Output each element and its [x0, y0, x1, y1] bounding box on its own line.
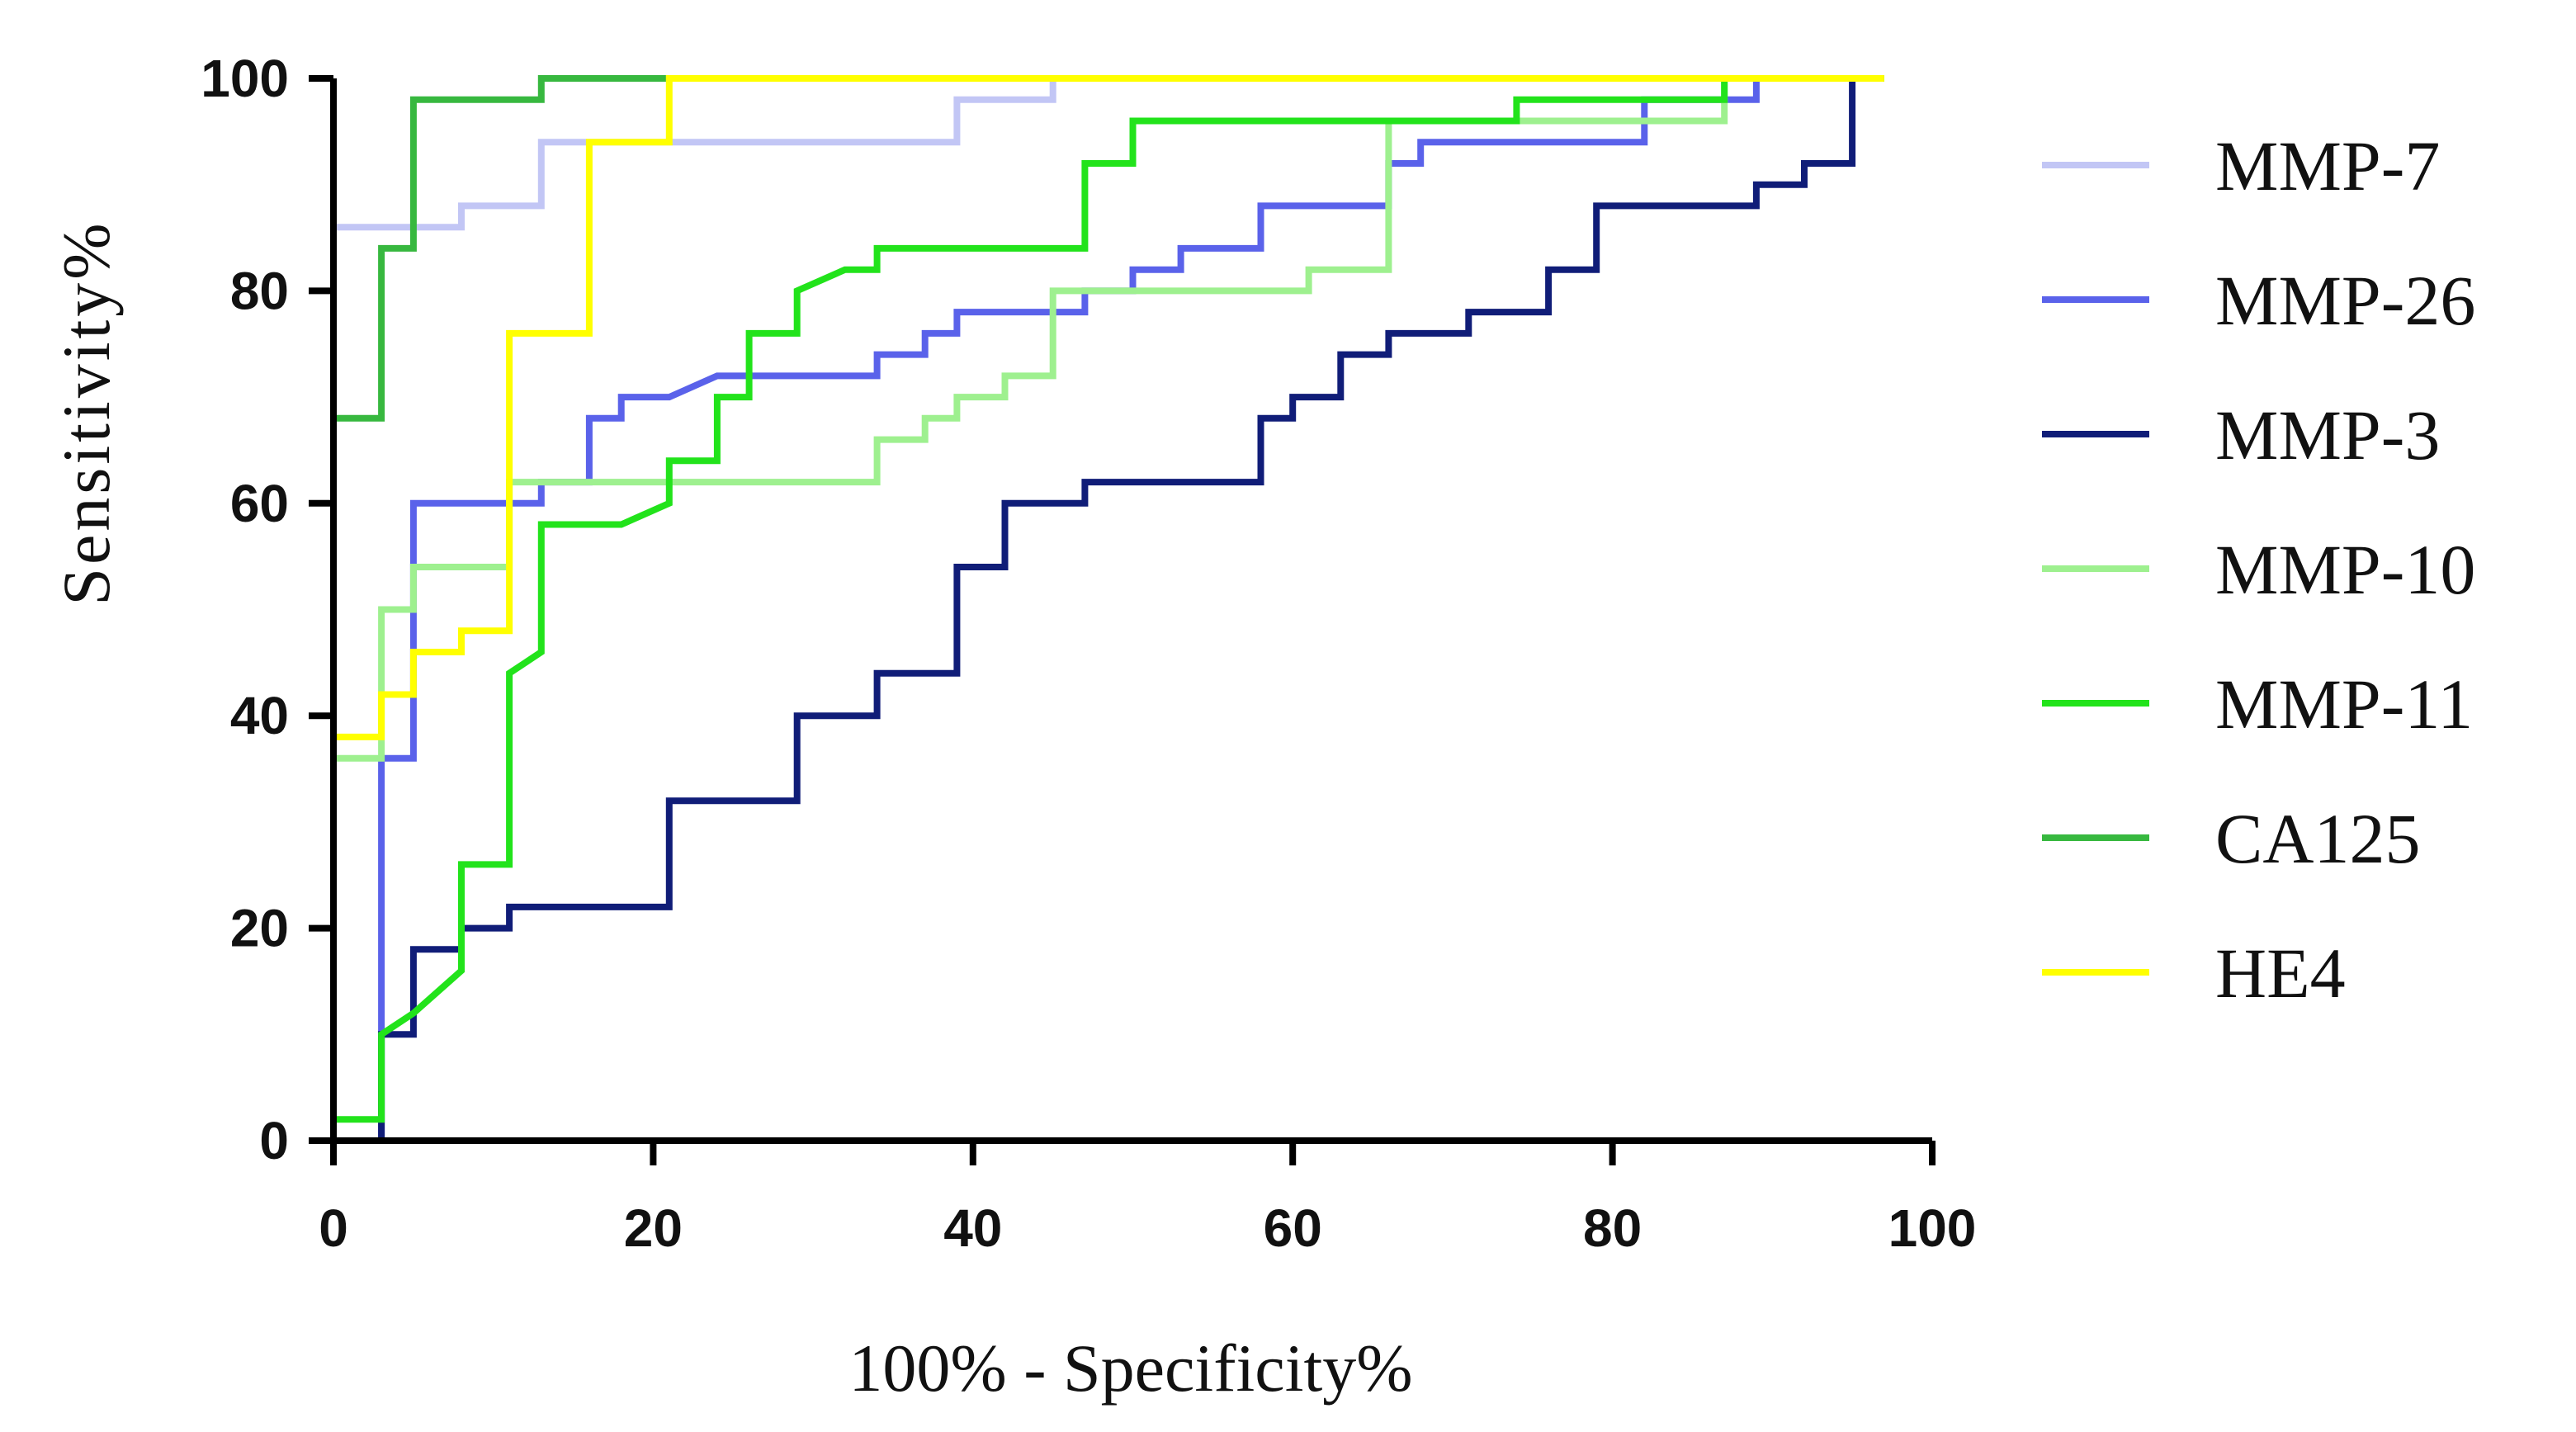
legend-label-ca125: CA125: [2215, 799, 2420, 878]
legend-label-mmp-3: MMP-3: [2215, 395, 2440, 475]
x-axis-title: 100% - Specificity%: [848, 1330, 1412, 1406]
legend-label-mmp-10: MMP-10: [2215, 530, 2475, 609]
x-tick-label: 60: [1264, 1198, 1322, 1258]
series-line-ca125: [330, 75, 1884, 1141]
y-tick-label: 80: [230, 261, 289, 320]
y-axis-title: Sensitivity%: [49, 220, 124, 605]
x-ticks: 0 20 40 60 80 100: [319, 1141, 1976, 1258]
x-tick-label: 80: [1583, 1198, 1642, 1258]
series-line-mmp-11: [330, 75, 1884, 1141]
y-tick-label: 100: [201, 49, 289, 108]
y-tick-label: 0: [259, 1111, 289, 1170]
legend-label-he4: HE4: [2215, 933, 2346, 1013]
y-tick-label: 20: [230, 899, 289, 958]
y-ticks: 0 20 40 60 80 100: [201, 49, 333, 1170]
x-tick-label: 20: [624, 1198, 683, 1258]
legend-label-mmp-26: MMP-26: [2215, 261, 2475, 340]
series-line-mmp-7: [330, 75, 1884, 1141]
series-line-mmp-10: [330, 75, 1884, 1141]
y-tick-label: 60: [230, 474, 289, 533]
series-line-mmp-26: [333, 75, 1884, 1144]
series-line-mmp-3: [333, 75, 1884, 1144]
y-tick-label: 40: [230, 686, 289, 745]
series-line-he4: [330, 75, 1884, 1141]
legend: MMP-7 MMP-26 MMP-3 MMP-10 MMP-11 CA125 HE4: [2042, 126, 2475, 1013]
x-tick-label: 100: [1888, 1198, 1977, 1258]
x-tick-label: 0: [319, 1198, 348, 1258]
x-tick-label: 40: [943, 1198, 1002, 1258]
series-layer: [330, 75, 1884, 1144]
legend-label-mmp-7: MMP-7: [2215, 126, 2440, 206]
legend-label-mmp-11: MMP-11: [2215, 664, 2473, 744]
